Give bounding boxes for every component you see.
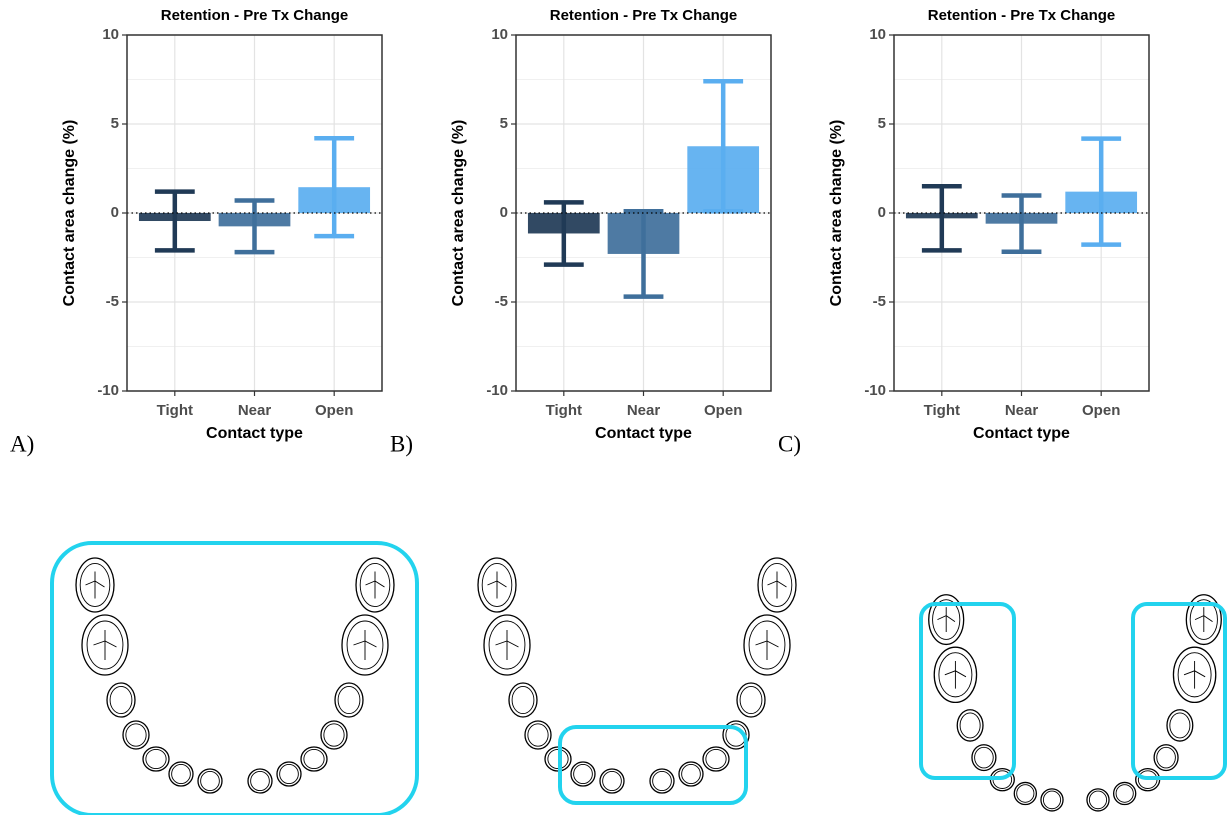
tooth-inner bbox=[280, 764, 299, 783]
chart-panel: Retention - Pre Tx Change Contact area ch… bbox=[10, 7, 382, 456]
dental-arches bbox=[76, 558, 1221, 811]
y-tick-label: 10 bbox=[102, 26, 119, 43]
figure: Retention - Pre Tx Change Contact area ch… bbox=[0, 0, 1231, 815]
panel-label: C) bbox=[778, 431, 801, 456]
tooth-inner bbox=[338, 686, 360, 713]
tooth-inner bbox=[1017, 785, 1034, 803]
y-tick-label: -5 bbox=[495, 293, 508, 310]
y-tick-label: 0 bbox=[500, 204, 508, 221]
chart-panel: Retention - Pre Tx Change Contact area ch… bbox=[778, 7, 1149, 456]
tooth-inner bbox=[110, 686, 132, 713]
y-axis-title: Contact area change (%) bbox=[61, 120, 78, 307]
tooth-inner bbox=[603, 771, 622, 790]
y-tick-label: 5 bbox=[500, 115, 508, 132]
tooth-inner bbox=[706, 749, 726, 768]
highlight-boxes bbox=[52, 543, 1225, 815]
x-axis-title: Contact type bbox=[595, 425, 692, 442]
tooth-inner bbox=[201, 771, 220, 790]
y-tick-label: -10 bbox=[486, 382, 508, 399]
tooth-inner bbox=[574, 764, 593, 783]
tooth-inner bbox=[324, 724, 344, 746]
y-tick-label: -5 bbox=[873, 293, 886, 310]
x-tick-label: Near bbox=[238, 402, 272, 419]
tooth-inner bbox=[304, 749, 324, 768]
x-axis-title: Contact type bbox=[206, 425, 303, 442]
tooth-inner bbox=[1116, 785, 1133, 803]
tooth-inner bbox=[126, 724, 146, 746]
y-tick-label: -10 bbox=[864, 382, 886, 399]
chart-title: Retention - Pre Tx Change bbox=[161, 7, 349, 24]
x-tick-label: Tight bbox=[157, 402, 193, 419]
chart-title: Retention - Pre Tx Change bbox=[550, 7, 738, 24]
tooth-inner bbox=[960, 713, 980, 738]
chart-panel: Retention - Pre Tx Change Contact area ch… bbox=[390, 7, 771, 456]
tooth-inner bbox=[740, 686, 762, 713]
x-tick-label: Open bbox=[1082, 402, 1120, 419]
x-tick-label: Near bbox=[627, 402, 661, 419]
y-tick-label: 0 bbox=[111, 204, 119, 221]
error-bar bbox=[155, 192, 195, 251]
tooth-inner bbox=[251, 771, 270, 790]
tooth-inner bbox=[682, 764, 701, 783]
tooth-inner bbox=[1157, 747, 1176, 768]
tooth-inner bbox=[975, 747, 994, 768]
tooth-inner bbox=[528, 724, 548, 746]
y-axis-title: Contact area change (%) bbox=[828, 120, 845, 307]
x-tick-label: Open bbox=[315, 402, 353, 419]
y-tick-label: -5 bbox=[106, 293, 119, 310]
tooth-inner bbox=[172, 764, 191, 783]
y-tick-label: 5 bbox=[878, 115, 886, 132]
x-tick-label: Tight bbox=[924, 402, 960, 419]
tooth-inner bbox=[1089, 791, 1106, 809]
y-tick-label: -10 bbox=[97, 382, 119, 399]
y-tick-label: 0 bbox=[878, 204, 886, 221]
tooth-inner bbox=[1043, 791, 1060, 809]
y-tick-label: 10 bbox=[869, 26, 886, 43]
tooth-inner bbox=[146, 749, 166, 768]
y-tick-label: 5 bbox=[111, 115, 119, 132]
y-tick-label: 10 bbox=[491, 26, 508, 43]
x-tick-label: Open bbox=[704, 402, 742, 419]
panel-label: B) bbox=[390, 431, 413, 456]
tooth-inner bbox=[1170, 713, 1190, 738]
chart-title: Retention - Pre Tx Change bbox=[928, 7, 1116, 24]
x-tick-label: Near bbox=[1005, 402, 1039, 419]
panel-label: A) bbox=[10, 431, 34, 456]
x-tick-label: Tight bbox=[546, 402, 582, 419]
tooth-inner bbox=[653, 771, 672, 790]
y-axis-title: Contact area change (%) bbox=[450, 120, 467, 307]
charts: Retention - Pre Tx Change Contact area ch… bbox=[10, 7, 1149, 456]
tooth-inner bbox=[512, 686, 534, 713]
x-axis-title: Contact type bbox=[973, 425, 1070, 442]
